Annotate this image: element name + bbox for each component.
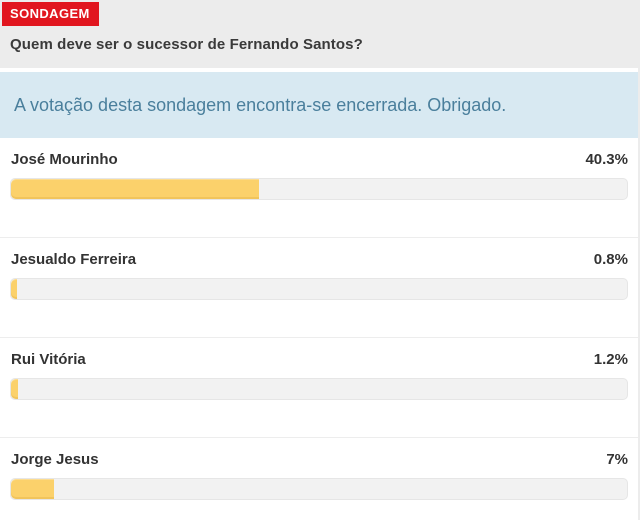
option-label: Rui Vitória	[11, 351, 86, 368]
poll-closed-message: A votação desta sondagem encontra-se enc…	[14, 94, 507, 115]
poll-results-list: José Mourinho 40.3% Jesualdo Ferreira 0.…	[0, 138, 638, 520]
poll-closed-notice: A votação desta sondagem encontra-se enc…	[0, 72, 638, 138]
option-bar-track	[10, 478, 628, 500]
option-bar-fill	[11, 379, 19, 399]
poll-option-row: Rui Vitória 1.2%	[0, 338, 638, 437]
option-label: José Mourinho	[11, 151, 118, 168]
option-head: José Mourinho 40.3%	[10, 151, 628, 169]
option-percent: 40.3%	[585, 151, 628, 168]
option-bar-track	[10, 378, 628, 400]
poll-question: Quem deve ser o sucessor de Fernando San…	[10, 36, 363, 53]
poll-header: SONDAGEM Quem deve ser o sucessor de Fer…	[0, 0, 638, 68]
poll-option-row: José Mourinho 40.3%	[0, 138, 638, 237]
poll-option-row: Jorge Jesus 7%	[0, 438, 638, 520]
option-head: Jorge Jesus 7%	[10, 451, 628, 469]
option-percent: 0.8%	[593, 251, 628, 268]
option-percent: 7%	[606, 451, 628, 468]
option-divider	[0, 237, 638, 238]
option-label: Jesualdo Ferreira	[11, 251, 137, 268]
sondagem-badge: SONDAGEM	[2, 2, 99, 26]
option-label: Jorge Jesus	[11, 451, 99, 468]
poll-option-row: Jesualdo Ferreira 0.8%	[0, 238, 638, 337]
option-head: Jesualdo Ferreira 0.8%	[10, 251, 628, 269]
option-head: Rui Vitória 1.2%	[10, 351, 628, 369]
option-divider	[0, 437, 638, 438]
option-bar-track	[10, 278, 628, 300]
option-bar-fill	[11, 479, 55, 499]
option-bar-track	[10, 178, 628, 200]
option-divider	[0, 337, 638, 338]
option-bar-fill	[11, 179, 260, 199]
option-percent: 1.2%	[593, 351, 628, 368]
option-bar-fill	[11, 279, 17, 299]
